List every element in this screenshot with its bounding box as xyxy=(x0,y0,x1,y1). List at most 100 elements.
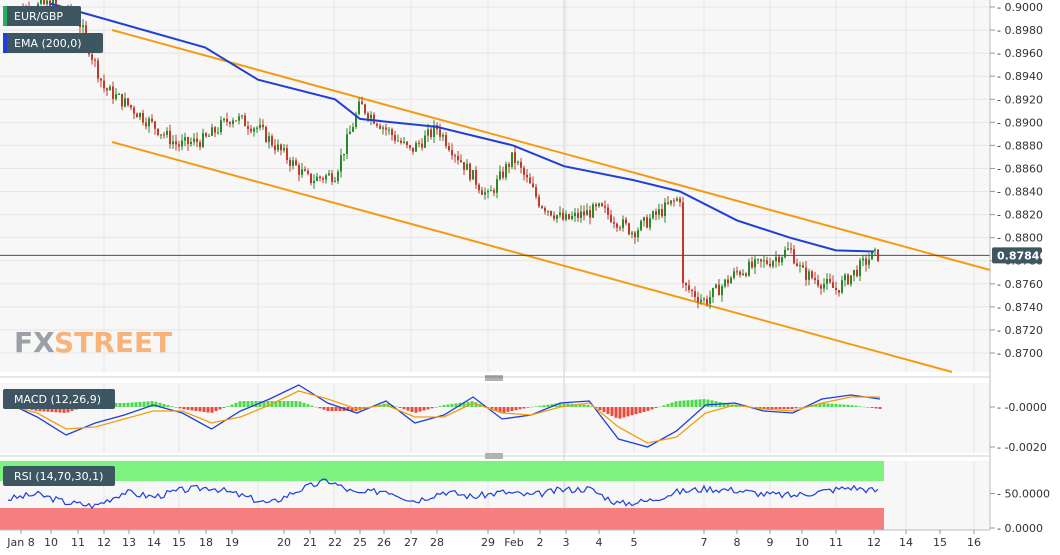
candle-body xyxy=(790,248,792,250)
macd-histogram-bar xyxy=(138,401,142,407)
macd-histogram-bar xyxy=(770,407,774,409)
date-tick-label: 20 xyxy=(277,536,291,549)
macd-histogram-bar xyxy=(698,399,702,407)
macd-histogram-bar xyxy=(870,407,874,408)
candle-body xyxy=(394,135,396,141)
macd-histogram-bar xyxy=(758,407,762,409)
macd-indicator-label[interactable]: MACD (12,26,9) xyxy=(3,389,115,409)
candle-body xyxy=(670,200,672,204)
macd-histogram-bar xyxy=(158,402,162,407)
candle-body xyxy=(865,258,867,265)
candle-body xyxy=(343,153,345,156)
candle-body xyxy=(265,127,267,142)
macd-histogram-bar xyxy=(462,402,466,407)
resize-handle-icon[interactable] xyxy=(485,453,503,459)
candle-body xyxy=(199,142,201,147)
candle-body xyxy=(796,263,798,267)
date-tick-label: 19 xyxy=(225,536,239,549)
last-price-label: 0.87846 xyxy=(997,249,1047,262)
price-tick-label: - 0.9000 xyxy=(997,1,1043,14)
date-tick-label: 5 xyxy=(631,536,638,549)
macd-histogram-bar xyxy=(774,407,778,409)
price-tick-label: - 0.8960 xyxy=(997,47,1043,60)
candle-body xyxy=(217,132,219,134)
candle-body xyxy=(244,115,246,127)
macd-line xyxy=(7,384,881,448)
macd-histogram-bar xyxy=(530,406,534,408)
macd-histogram-bar xyxy=(118,403,122,407)
macd-histogram-bar xyxy=(330,407,334,411)
date-tick-label: Jan 8 xyxy=(6,536,34,549)
macd-histogram-bar xyxy=(674,401,678,407)
price-tick-label: - 0.8940 xyxy=(997,70,1043,83)
candle-body xyxy=(100,78,102,81)
candle-body xyxy=(109,86,111,91)
rsi-indicator-label[interactable]: RSI (14,70,30,1) xyxy=(3,466,115,486)
macd-histogram-bar xyxy=(702,399,706,407)
candle-body xyxy=(679,198,681,203)
candle-body xyxy=(43,0,45,5)
macd-histogram-bar xyxy=(186,407,190,410)
candle-body xyxy=(364,104,366,114)
macd-histogram-bar xyxy=(654,407,658,409)
macd-histogram-bar xyxy=(166,405,170,407)
candle-body xyxy=(136,113,138,118)
candle-body xyxy=(847,274,849,285)
candle-body xyxy=(340,155,342,172)
price-tick-label: - 0.8700 xyxy=(997,347,1043,360)
macd-histogram-bar xyxy=(686,400,690,407)
candle-body xyxy=(457,156,459,161)
candle-body xyxy=(688,285,690,290)
candle-body xyxy=(481,190,483,195)
macd-histogram-bar xyxy=(594,407,598,409)
candle-body xyxy=(190,141,192,145)
macd-histogram-bar xyxy=(550,404,554,407)
candle-body xyxy=(496,179,498,193)
candle-body xyxy=(310,173,312,184)
candle-body xyxy=(46,0,48,5)
candle-body xyxy=(187,137,189,145)
macd-histogram-bar xyxy=(514,407,518,411)
candle-body xyxy=(439,129,441,137)
candle-body xyxy=(418,142,420,144)
candle-body xyxy=(658,209,660,215)
macd-histogram-bar xyxy=(578,404,582,407)
macd-histogram-bar xyxy=(614,407,618,418)
ema-indicator-label[interactable]: EMA (200,0) xyxy=(3,33,103,53)
candle-body xyxy=(802,265,804,268)
candle-body xyxy=(442,134,444,137)
candle-body xyxy=(247,126,249,129)
candle-body xyxy=(175,141,177,145)
candle-body xyxy=(163,134,165,136)
candle-body xyxy=(805,267,807,280)
last-price-tag xyxy=(992,247,1042,264)
candle-body xyxy=(229,121,231,125)
macd-histogram-bar xyxy=(598,407,602,411)
price-tick-label: - 0.8760 xyxy=(997,278,1043,291)
candle-body xyxy=(373,114,375,124)
macd-histogram-bar xyxy=(610,407,614,416)
price-panel xyxy=(0,0,990,372)
candle-body xyxy=(298,165,300,175)
macd-histogram-bar xyxy=(510,407,514,411)
candle-body xyxy=(763,260,765,262)
candle-body xyxy=(703,298,705,300)
candle-body xyxy=(799,265,801,267)
macd-histogram-bar xyxy=(866,407,870,408)
macd-histogram-bar xyxy=(294,401,298,407)
candle-body xyxy=(115,94,117,100)
candle-body xyxy=(205,133,207,137)
candle-body xyxy=(304,169,306,171)
macd-histogram-bar xyxy=(762,407,766,409)
price-tick-label: - 0.8800 xyxy=(997,232,1043,245)
macd-histogram-bar xyxy=(542,405,546,407)
candle-body xyxy=(112,86,114,100)
price-tick-label: - 0.8720 xyxy=(997,324,1043,337)
instrument-label[interactable]: EUR/GBP xyxy=(3,6,81,26)
channel-lower-line xyxy=(111,141,953,373)
resize-handle-icon[interactable] xyxy=(485,375,503,381)
rsi-tick-label: - 50.0000 xyxy=(997,488,1050,501)
macd-histogram-bar xyxy=(350,407,354,411)
macd-histogram-bar xyxy=(818,403,822,407)
macd-histogram-bar xyxy=(246,401,250,407)
